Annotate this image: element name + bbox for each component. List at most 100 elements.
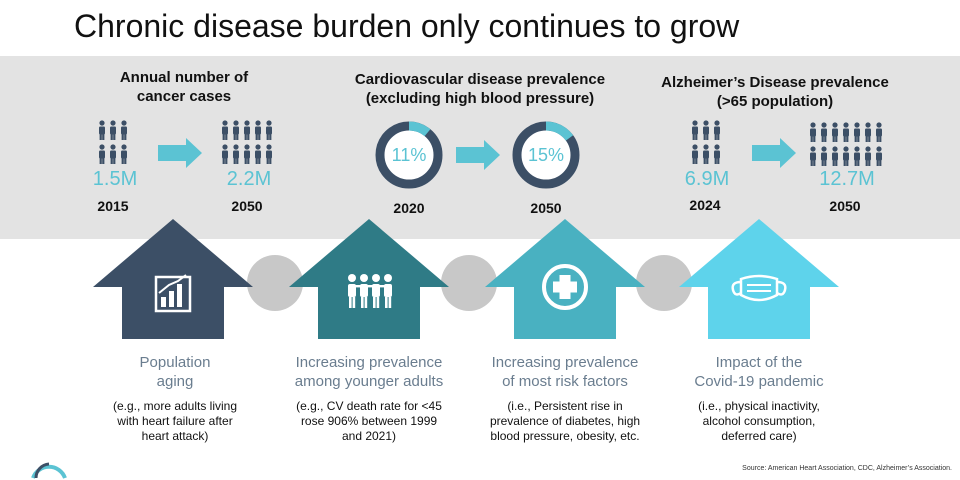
cardio-to-year: 2050 [530,200,562,216]
house-shape [289,219,449,339]
person-icon [244,144,250,164]
driver-detail-covid: (i.e., physical inactivity, alcohol cons… [664,399,854,444]
person-icon [832,122,838,142]
page-title: Chronic disease burden only continues to… [74,8,740,44]
driver-house-aging [93,219,253,339]
alz-from-value: 6.9M [684,168,730,190]
driver-detail-line: blood pressure, obesity, etc. [490,429,640,443]
cancer-header-line2: cancer cases [136,88,232,105]
cancer-to-year: 2050 [231,198,263,214]
person-icon [703,144,709,164]
person-icon [821,122,827,142]
person-icon [99,144,105,164]
driver-detail-line: heart attack) [141,429,209,443]
driver-detail-line: (i.e., Persistent rise in [507,399,623,413]
driver-house-covid [679,219,839,339]
cardio-donut-2050 [512,121,580,189]
driver-house-risk [485,219,645,339]
person-icon [810,146,816,166]
driver-detail-line: prevalence of diabetes, high [489,414,641,428]
alz-to-year: 2050 [829,198,861,214]
alz-to-value: 12.7M [819,168,875,190]
source-note: Source: American Heart Association, CDC,… [742,465,952,472]
people-group-icon [222,120,272,164]
person-icon [121,144,127,164]
people-group-icon [810,122,882,166]
person-icon [843,122,849,142]
driver-detail-line: (e.g., CV death rate for <45 [296,399,442,413]
right-arrow-icon [752,138,796,168]
cancer-to-value: 2.2M [226,168,272,190]
driver-detail-risk: (i.e., Persistent rise in prevalence of … [470,399,660,444]
driver-label-younger: Increasing prevalence among younger adul… [269,353,469,391]
cancer-header-line1: Annual number of [119,69,249,86]
person-icon [714,144,720,164]
right-arrow-icon [456,140,500,170]
cardio-header-line2: (excluding high blood pressure) [365,90,595,107]
alz-from-year: 2024 [689,197,721,213]
driver-label-line: Increasing prevalence [491,354,639,371]
person-icon [255,144,261,164]
driver-detail-aging: (e.g., more adults living with heart fai… [80,399,270,444]
driver-detail-younger: (e.g., CV death rate for <45 rose 906% b… [274,399,464,444]
face-mask-icon [731,274,787,302]
person-icon [810,122,816,142]
people-group-icon [692,120,720,164]
person-icon [222,120,228,140]
person-icon [876,146,882,166]
person-icon [692,144,698,164]
driver-label-aging: Population aging [75,353,275,391]
logo-ring-icon [31,462,67,479]
person-icon [854,146,860,166]
cancer-from-year: 2015 [97,198,129,214]
person-icon [99,120,105,140]
medical-cross-icon [542,264,588,310]
person-icon [832,146,838,166]
person-icon [110,144,116,164]
connector-circle [247,255,303,311]
cancer-from-value: 1.5M [92,168,138,190]
person-icon [821,146,827,166]
right-arrow-icon [158,138,202,168]
cardio-header: Cardiovascular disease prevalence (exclu… [330,70,630,108]
driver-label-line: Covid-19 pandemic [694,373,824,390]
cardio-from-year: 2020 [393,200,425,216]
person-icon [255,120,261,140]
driver-label-line: of most risk factors [502,373,628,390]
driver-label-line: among younger adults [294,373,444,390]
driver-detail-line: deferred care) [721,429,797,443]
person-icon [703,120,709,140]
person-icon [266,120,272,140]
connector-circle [636,255,692,311]
person-icon [121,120,127,140]
people-icon [348,274,392,308]
person-icon [865,146,871,166]
driver-label-line: Increasing prevalence [295,354,443,371]
people-group-icon [99,120,127,164]
driver-label-line: Population [139,354,211,371]
connector-circle [441,255,497,311]
driver-house-younger [289,219,449,339]
cardio-to-value: 15% [527,145,565,165]
person-icon [854,122,860,142]
person-icon [692,120,698,140]
person-icon [843,146,849,166]
house-shape [93,219,253,339]
person-icon [233,144,239,164]
alz-header: Alzheimer’s Disease prevalence (>65 popu… [640,73,910,111]
person-icon [222,144,228,164]
driver-detail-line: (e.g., more adults living [112,399,238,413]
driver-detail-line: alcohol consumption, [702,414,816,428]
driver-label-covid: Impact of the Covid-19 pandemic [659,353,859,391]
driver-detail-line: with heart failure after [117,414,233,428]
person-icon [266,144,272,164]
donut-value-arc [408,121,431,137]
cardio-header-line1: Cardiovascular disease prevalence [354,71,606,88]
cardio-donut-2020 [375,121,443,189]
driver-label-line: aging [156,373,194,390]
driver-detail-line: (i.e., physical inactivity, [698,399,820,413]
driver-detail-line: and 2021) [341,429,397,443]
person-icon [876,122,882,142]
bar-chart-icon [154,274,192,313]
